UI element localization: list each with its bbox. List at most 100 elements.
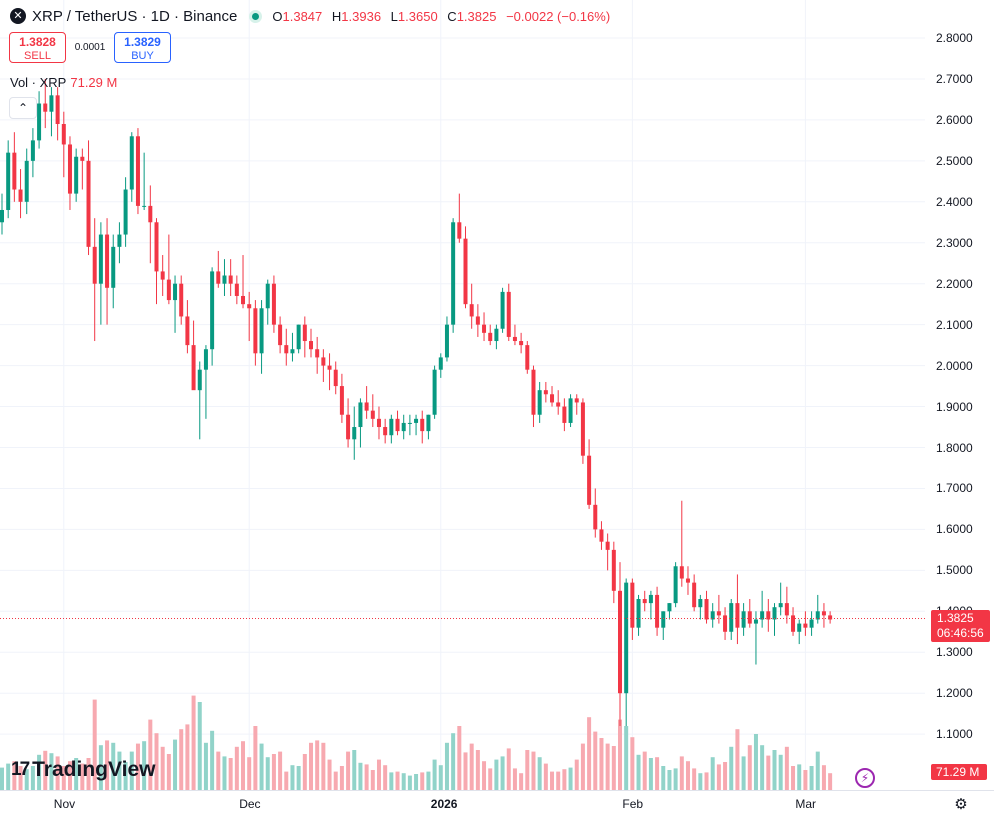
buy-button[interactable]: 1.3829 BUY [114, 32, 171, 63]
candle-body [574, 398, 579, 403]
candle-body [160, 271, 165, 280]
chevron-up-icon: ⌃ [17, 101, 29, 115]
candle-body [18, 189, 23, 202]
volume-bar [519, 773, 524, 790]
candle-body [550, 394, 555, 403]
high-label: H [331, 8, 342, 24]
candle-body [685, 578, 690, 583]
candle-body [500, 291, 505, 329]
candle-body [784, 603, 789, 616]
candle-body [710, 611, 715, 620]
candle-body [661, 611, 666, 628]
volume-bar [352, 750, 357, 790]
candle-body [760, 611, 765, 620]
volume-bar [457, 726, 462, 790]
candle-body [815, 611, 820, 620]
volume-legend[interactable]: Vol · XRP 71.29 M [10, 75, 117, 90]
volume-bar [37, 754, 42, 790]
volume-bar [661, 766, 666, 790]
xrp-logo-icon[interactable]: ✕ [10, 8, 26, 24]
candle-body [457, 222, 462, 239]
candle-body [123, 189, 128, 235]
tradingview-logo-icon: 17 [11, 759, 30, 780]
candle-body [111, 246, 116, 288]
volume-bar [135, 743, 140, 790]
volume-bar [593, 731, 598, 790]
collapse-legend-button[interactable]: ⌃ [9, 97, 37, 119]
volume-bar [111, 742, 116, 790]
candle-body [482, 324, 487, 333]
time-tick-label: 2026 [430, 797, 458, 811]
candle-body [222, 275, 227, 284]
candle-body [179, 283, 184, 317]
candle-body [67, 144, 72, 194]
candle-body [778, 603, 783, 608]
candle-body [49, 95, 54, 112]
volume-bar [166, 754, 171, 790]
volume-bar [679, 756, 684, 790]
candle-body [698, 599, 703, 608]
volume-bar [642, 751, 647, 790]
candle-body [271, 283, 276, 325]
lightning-bolt-icon[interactable]: ⚡ [855, 768, 875, 788]
candle-body [420, 418, 425, 432]
volume-bars [0, 695, 833, 790]
candle-body [716, 611, 721, 616]
tradingview-logo[interactable]: 17 TradingView [11, 758, 155, 782]
volume-bar [234, 746, 239, 790]
volume-bar [210, 730, 215, 790]
last-volume-tag: 71.29 M [931, 764, 987, 780]
price-tick-label: 1.8000 [936, 440, 973, 455]
candle-body [506, 291, 511, 337]
candle-body [61, 123, 66, 145]
candle-body [729, 603, 734, 632]
candle-body [197, 369, 202, 391]
volume-bar [389, 772, 394, 790]
volume-bar [426, 771, 431, 790]
volume-bar [716, 764, 721, 790]
volume-bar [315, 740, 320, 790]
volume-bar [482, 761, 487, 790]
market-open-status-icon [249, 9, 263, 23]
symbol-title[interactable]: XRP / TetherUS · 1D · Binance [32, 7, 238, 25]
volume-bar [821, 765, 826, 790]
candle-body [315, 349, 320, 358]
volume-bar [12, 761, 17, 790]
volume-bar [228, 758, 233, 790]
gear-icon[interactable]: ⚙ [954, 796, 968, 813]
volume-bar [710, 757, 715, 790]
price-tick-label: 2.1000 [936, 317, 973, 332]
candle-body [6, 152, 11, 210]
volume-bar [451, 733, 456, 790]
volume-bar [346, 751, 351, 790]
candle-body [556, 402, 561, 407]
volume-bar [296, 766, 301, 790]
candle-body [296, 324, 301, 350]
volume-bar [383, 765, 388, 790]
sell-button[interactable]: 1.3828 SELL [9, 32, 66, 63]
candle-body [364, 402, 369, 411]
volume-bar [512, 768, 517, 790]
volume-bar [797, 764, 802, 790]
volume-bar [611, 746, 616, 790]
volume-bar [241, 741, 246, 790]
volume-bar [148, 719, 153, 790]
candlestick-series [0, 78, 833, 726]
candle-body [74, 156, 79, 194]
candle-body [352, 427, 357, 440]
price-tick-label: 1.6000 [936, 522, 973, 537]
volume-bar [556, 771, 561, 790]
volume-bar [618, 719, 622, 790]
volume-bar [185, 724, 190, 790]
volume-bar [203, 742, 208, 790]
candle-body [383, 427, 388, 436]
volume-bar [766, 755, 771, 790]
volume-bar [376, 759, 381, 790]
candle-body [828, 615, 833, 620]
candle-body [463, 238, 468, 305]
price-tick-label: 1.9000 [936, 399, 973, 414]
volume-bar [636, 754, 641, 790]
volume-bar [370, 770, 375, 790]
volume-bar [747, 745, 752, 790]
